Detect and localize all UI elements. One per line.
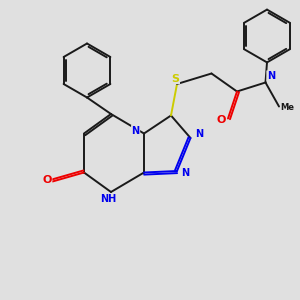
- Text: N: N: [267, 71, 275, 81]
- Text: Me: Me: [280, 103, 294, 112]
- Text: NH: NH: [100, 194, 116, 205]
- Text: N: N: [195, 129, 203, 140]
- Text: S: S: [172, 74, 179, 84]
- Text: N: N: [181, 168, 190, 178]
- Text: O: O: [217, 115, 226, 125]
- Text: O: O: [42, 175, 52, 185]
- Text: N: N: [131, 125, 140, 136]
